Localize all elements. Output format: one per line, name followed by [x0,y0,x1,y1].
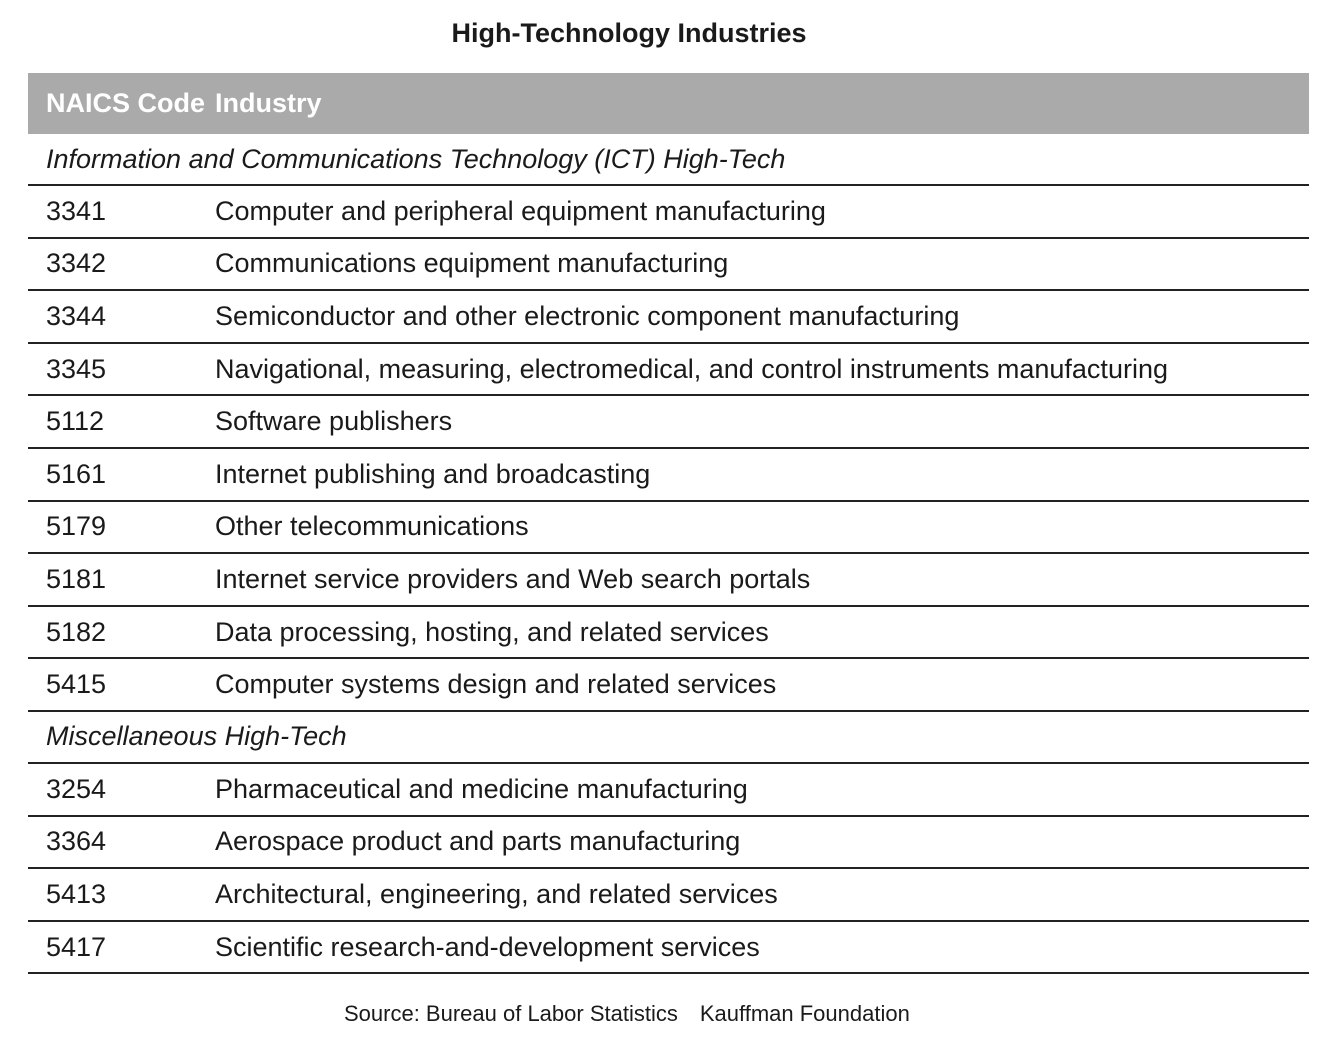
industry-name: Aerospace product and parts manufacturin… [215,826,741,857]
naics-code: 5182 [46,616,107,647]
industry-name: Internet service providers and Web searc… [215,563,811,594]
source-kauffman: Kauffman Foundation [699,1001,910,1026]
table-row: 5415 Computer systems design and related… [28,659,1309,712]
industries-table: NAICS Code Industry Information and Comm… [28,73,1309,975]
table-row: 5181 Internet service providers and Web … [28,554,1309,607]
naics-code: 3342 [46,248,107,279]
naics-code: 3345 [46,353,107,384]
naics-code: 3364 [46,826,107,857]
industry-name: Computer systems design and related serv… [215,669,777,700]
industry-name: Internet publishing and broadcasting [215,458,651,489]
section-heading-misc: Miscellaneous High-Tech [28,712,1309,764]
industry-name: Scientific research-and-development serv… [215,931,760,962]
industry-name: Semiconductor and other electronic compo… [215,300,960,331]
table-row: 3364 Aerospace product and parts manufac… [28,817,1309,870]
naics-code: 5415 [46,669,107,700]
industry-name: Computer and peripheral equipment manufa… [215,195,826,226]
naics-code: 3341 [46,195,107,226]
table-row: 5417 Scientific research-and-development… [28,922,1309,975]
industry-name: Communications equipment manufacturing [215,248,729,279]
table-row: 3344 Semiconductor and other electronic … [28,291,1309,344]
table-row: 3345 Navigational, measuring, electromed… [28,344,1309,397]
industry-name: Navigational, measuring, electromedical,… [215,353,1168,384]
naics-code: 5417 [46,931,107,962]
naics-code: 3254 [46,773,107,804]
header-industry: Industry [215,88,322,118]
table-row: 5179 Other telecommunications [28,502,1309,555]
header-naics-code: NAICS Code [46,88,206,118]
table-row: 3342 Communications equipment manufactur… [28,239,1309,292]
page-title: High-Technology Industries [451,18,807,48]
table-row: 3254 Pharmaceutical and medicine manufac… [28,764,1309,817]
naics-code: 3344 [46,300,107,331]
table-row: 5161 Internet publishing and broadcastin… [28,449,1309,502]
naics-code: 5161 [46,458,107,489]
table-row: 5413 Architectural, engineering, and rel… [28,869,1309,922]
industry-name: Pharmaceutical and medicine manufacturin… [215,773,748,804]
table-row: 5182 Data processing, hosting, and relat… [28,607,1309,660]
naics-code: 5112 [46,406,105,437]
industry-name: Other telecommunications [215,511,529,542]
table-header: NAICS Code Industry [28,73,1309,134]
section-heading-ict: Information and Communications Technolog… [28,134,1309,186]
source-note: Source: Bureau of Labor Statistics Kauffm… [344,1001,910,1027]
industry-name: Architectural, engineering, and related … [215,878,778,909]
industry-name: Software publishers [215,406,453,437]
source-bls: Source: Bureau of Labor Statistics [344,1001,678,1026]
table-row: 5112 Software publishers [28,396,1309,449]
naics-code: 5179 [46,511,107,542]
table-row: 3341 Computer and peripheral equipment m… [28,186,1309,239]
naics-code: 5413 [46,878,107,909]
naics-code: 5181 [46,563,107,594]
industry-name: Data processing, hosting, and related se… [215,616,769,647]
